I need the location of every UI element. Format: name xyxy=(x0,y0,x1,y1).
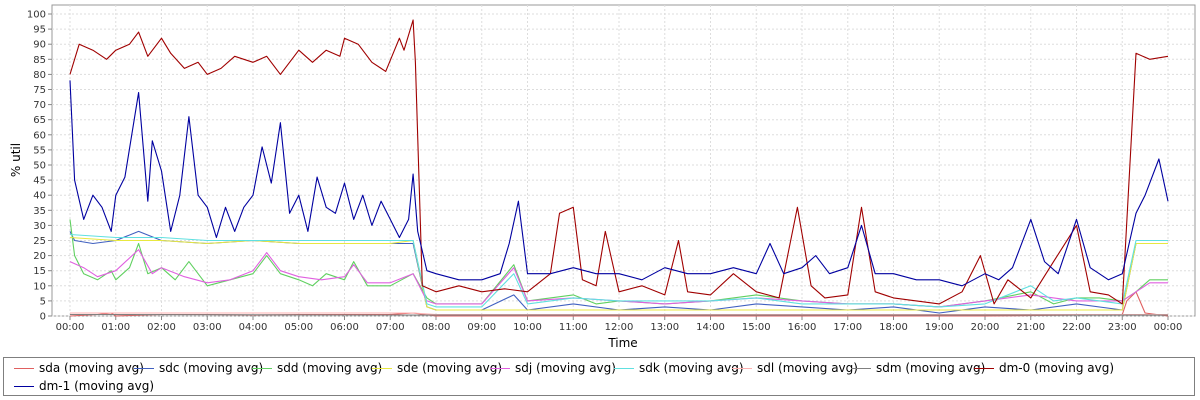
x-tick-label: 09:00 xyxy=(467,322,496,333)
legend-swatch xyxy=(134,367,154,369)
legend: sda (moving avg) sdc (moving avg) sdd (mov… xyxy=(3,357,1195,396)
y-tick-label: 5 xyxy=(40,296,46,307)
series-line-5 xyxy=(69,233,1168,308)
legend-label: sdd (moving avg) xyxy=(277,361,383,375)
y-tick-label: 55 xyxy=(33,145,46,156)
x-tick-label: 15:00 xyxy=(742,322,771,333)
series-line-9 xyxy=(69,80,1169,287)
y-tick-label: 60 xyxy=(33,130,46,141)
x-tick-label: 06:00 xyxy=(330,322,359,333)
x-tick-label: 19:00 xyxy=(925,322,954,333)
y-tick-label: 70 xyxy=(33,100,46,111)
x-tick-label: 23:00 xyxy=(1108,322,1137,333)
legend-swatch xyxy=(372,367,392,369)
legend-swatch xyxy=(490,367,510,369)
legend-label: sdk (moving avg) xyxy=(639,361,744,375)
plot-background xyxy=(51,4,1196,317)
y-tick-label: 30 xyxy=(33,221,46,232)
legend-swatch xyxy=(614,367,634,369)
y-tick-label: 20 xyxy=(33,251,46,262)
y-axis: 0 5 10 15 20 25 30 35 40 45 50 55 60 65 70 75 80 85 90 95 10… xyxy=(27,10,52,323)
legend-item: sdm (moving avg) xyxy=(851,359,985,377)
x-tick-label: 13:00 xyxy=(650,322,679,333)
x-tick-label: 21:00 xyxy=(1016,322,1045,333)
y-tick-label: 0 xyxy=(40,312,46,323)
x-tick-label: 22:00 xyxy=(1062,322,1091,333)
y-axis-label: % util xyxy=(9,143,23,177)
x-tick-label: 00:00 xyxy=(1154,322,1183,333)
y-tick-label: 25 xyxy=(33,236,46,247)
y-tick-label: 95 xyxy=(33,25,46,36)
legend-swatch xyxy=(14,367,34,369)
x-tick-label: 11:00 xyxy=(559,322,588,333)
legend-item: sdj (moving avg) xyxy=(490,359,616,377)
x-tick-label: 00:00 xyxy=(56,322,85,333)
legend-item: dm-0 (moving avg) xyxy=(974,359,1114,377)
grid xyxy=(52,5,1195,317)
x-tick-label: 20:00 xyxy=(971,322,1000,333)
legend-item: sde (moving avg) xyxy=(372,359,502,377)
y-tick-label: 35 xyxy=(33,206,46,217)
legend-item: sdl (moving avg) xyxy=(732,359,858,377)
x-tick-label: 07:00 xyxy=(376,322,405,333)
series-line-0 xyxy=(69,291,1169,317)
x-tick-label: 17:00 xyxy=(833,322,862,333)
legend-item: dm-1 (moving avg) xyxy=(14,377,154,395)
series-line-7 xyxy=(69,313,1168,316)
legend-label: sdc (moving avg) xyxy=(159,361,264,375)
series-line-6 xyxy=(70,312,1168,316)
legend-swatch xyxy=(732,367,752,369)
legend-label: sdj (moving avg) xyxy=(515,361,616,375)
legend-swatch xyxy=(252,367,272,369)
x-axis-label: Time xyxy=(607,336,637,350)
y-tick-label: 80 xyxy=(33,70,46,81)
legend-swatch xyxy=(14,385,34,387)
legend-label: dm-0 (moving avg) xyxy=(999,361,1115,375)
legend-swatch xyxy=(851,367,871,369)
x-tick-label: 10:00 xyxy=(513,322,542,333)
y-tick-label: 10 xyxy=(33,281,46,292)
x-tick-label: 18:00 xyxy=(879,322,908,333)
x-tick-label: 16:00 xyxy=(788,322,817,333)
x-tick-label: 04:00 xyxy=(239,322,268,333)
legend-label: sdm (moving avg) xyxy=(876,361,986,375)
x-tick-label: 14:00 xyxy=(696,322,725,333)
y-tick-label: 45 xyxy=(33,176,46,187)
x-axis: 00:00 01:00 02:00 03:00 04:00 05:00 06:00 07:00… xyxy=(56,316,1183,333)
y-tick-label: 100 xyxy=(27,10,46,21)
x-tick-label: 02:00 xyxy=(147,322,176,333)
series-line-4 xyxy=(69,249,1168,308)
legend-item: sdc (moving avg) xyxy=(134,359,263,377)
legend-label: sde (moving avg) xyxy=(397,361,503,375)
y-tick-label: 90 xyxy=(33,40,46,51)
legend-label: sda (moving avg) xyxy=(39,361,144,375)
y-tick-label: 50 xyxy=(33,161,46,172)
y-tick-label: 75 xyxy=(33,85,46,96)
legend-label: sdl (moving avg) xyxy=(757,361,858,375)
legend-swatch xyxy=(974,367,994,369)
legend-label: dm-1 (moving avg) xyxy=(39,379,155,393)
y-tick-label: 65 xyxy=(33,115,46,126)
x-tick-label: 08:00 xyxy=(422,322,451,333)
y-tick-label: 85 xyxy=(33,55,46,66)
series-lines xyxy=(69,19,1169,317)
x-tick-label: 12:00 xyxy=(605,322,634,333)
y-tick-label: 15 xyxy=(33,266,46,277)
x-tick-label: 05:00 xyxy=(284,322,313,333)
y-tick-label: 40 xyxy=(33,191,46,202)
legend-item: sdd (moving avg) xyxy=(252,359,382,377)
x-tick-label: 03:00 xyxy=(193,322,222,333)
legend-item: sdk (moving avg) xyxy=(614,359,744,377)
line-chart: 0 5 10 15 20 25 30 35 40 45 50 55 60 65 70 75 80 85 90 95 10… xyxy=(9,4,1196,350)
x-tick-label: 01:00 xyxy=(101,322,130,333)
legend-item: sda (moving avg) xyxy=(14,359,144,377)
